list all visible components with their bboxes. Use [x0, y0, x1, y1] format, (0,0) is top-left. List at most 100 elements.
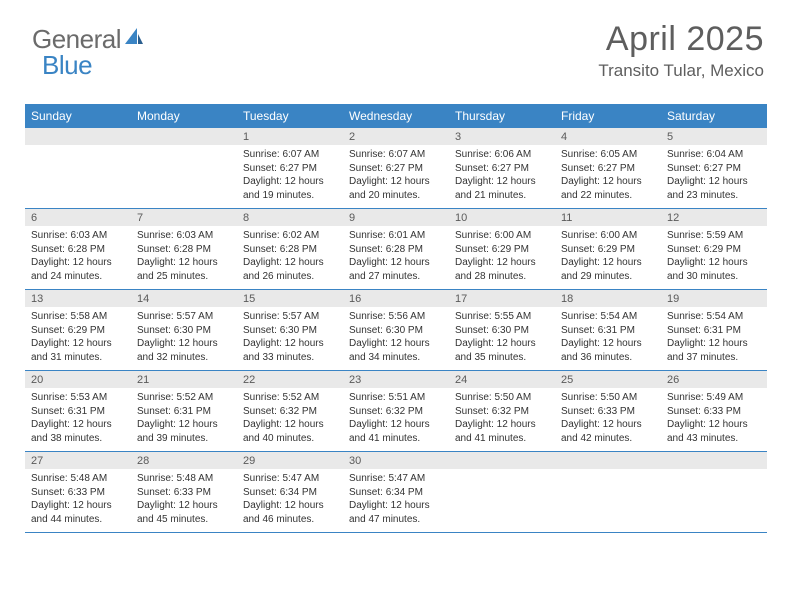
day-number: 29: [237, 452, 343, 469]
sunset-line: Sunset: 6:33 PM: [137, 486, 231, 500]
day-details: Sunrise: 5:48 AMSunset: 6:33 PMDaylight:…: [131, 469, 237, 532]
sunrise-line: Sunrise: 5:51 AM: [349, 391, 443, 405]
calendar-day-cell: 23 Sunrise: 5:51 AMSunset: 6:32 PMDayligh…: [343, 371, 449, 451]
sunset-line: Sunset: 6:28 PM: [137, 243, 231, 257]
sunrise-line: Sunrise: 6:01 AM: [349, 229, 443, 243]
daylight-line: Daylight: 12 hours and 37 minutes.: [667, 337, 761, 364]
calendar-body: 1Sunrise: 6:07 AMSunset: 6:27 PMDaylight…: [25, 128, 767, 533]
sunset-line: Sunset: 6:33 PM: [667, 405, 761, 419]
sunset-line: Sunset: 6:27 PM: [349, 162, 443, 176]
day-number: 28: [131, 452, 237, 469]
day-details: Sunrise: 5:54 AMSunset: 6:31 PMDaylight:…: [661, 307, 767, 370]
daylight-line: Daylight: 12 hours and 42 minutes.: [561, 418, 655, 445]
calendar-day-cell: 11Sunrise: 6:00 AMSunset: 6:29 PMDayligh…: [555, 209, 661, 289]
calendar-day-cell: 8Sunrise: 6:02 AMSunset: 6:28 PMDaylight…: [237, 209, 343, 289]
weekday-col: Sunday: [25, 104, 131, 128]
calendar-week-row: 13Sunrise: 5:58 AMSunset: 6:29 PMDayligh…: [25, 290, 767, 371]
sunset-line: Sunset: 6:32 PM: [243, 405, 337, 419]
day-number: 2: [343, 128, 449, 145]
daylight-line: Daylight: 12 hours and 40 minutes.: [243, 418, 337, 445]
sunset-line: Sunset: 6:33 PM: [31, 486, 125, 500]
day-details: Sunrise: 5:49 AMSunset: 6:33 PMDaylight:…: [661, 388, 767, 451]
day-number: 22: [237, 371, 343, 388]
day-number: 12: [661, 209, 767, 226]
sunrise-line: Sunrise: 5:48 AM: [137, 472, 231, 486]
calendar-day-cell: 24Sunrise: 5:50 AMSunset: 6:32 PMDayligh…: [449, 371, 555, 451]
sunrise-line: Sunrise: 6:05 AM: [561, 148, 655, 162]
sunrise-line: Sunrise: 5:53 AM: [31, 391, 125, 405]
sunrise-line: Sunrise: 6:03 AM: [137, 229, 231, 243]
calendar-day-cell: 3Sunrise: 6:06 AMSunset: 6:27 PMDaylight…: [449, 128, 555, 208]
daylight-line: Daylight: 12 hours and 38 minutes.: [31, 418, 125, 445]
sunrise-line: Sunrise: 5:59 AM: [667, 229, 761, 243]
calendar-day-cell: 19Sunrise: 5:54 AMSunset: 6:31 PMDayligh…: [661, 290, 767, 370]
day-details: [25, 145, 131, 195]
calendar-day-cell: [449, 452, 555, 532]
day-details: Sunrise: 5:59 AMSunset: 6:29 PMDaylight:…: [661, 226, 767, 289]
daylight-line: Daylight: 12 hours and 19 minutes.: [243, 175, 337, 202]
weekday-col: Tuesday: [237, 104, 343, 128]
calendar-day-cell: [661, 452, 767, 532]
weekday-col: Monday: [131, 104, 237, 128]
sunset-line: Sunset: 6:29 PM: [31, 324, 125, 338]
day-details: Sunrise: 6:03 AMSunset: 6:28 PMDaylight:…: [25, 226, 131, 289]
day-number: 13: [25, 290, 131, 307]
day-details: Sunrise: 5:52 AMSunset: 6:31 PMDaylight:…: [131, 388, 237, 451]
day-details: [131, 145, 237, 195]
calendar-day-cell: 9Sunrise: 6:01 AMSunset: 6:28 PMDaylight…: [343, 209, 449, 289]
day-number: [661, 452, 767, 469]
day-number: 8: [237, 209, 343, 226]
day-details: Sunrise: 6:05 AMSunset: 6:27 PMDaylight:…: [555, 145, 661, 208]
day-number: [25, 128, 131, 145]
sunset-line: Sunset: 6:34 PM: [243, 486, 337, 500]
calendar-week-row: 6Sunrise: 6:03 AMSunset: 6:28 PMDaylight…: [25, 209, 767, 290]
logo-sail-icon: [121, 24, 147, 55]
sunset-line: Sunset: 6:29 PM: [667, 243, 761, 257]
day-number: 26: [661, 371, 767, 388]
calendar-day-cell: 15Sunrise: 5:57 AMSunset: 6:30 PMDayligh…: [237, 290, 343, 370]
sunrise-line: Sunrise: 6:04 AM: [667, 148, 761, 162]
day-details: Sunrise: 5:54 AMSunset: 6:31 PMDaylight:…: [555, 307, 661, 370]
day-number: 1: [237, 128, 343, 145]
daylight-line: Daylight: 12 hours and 43 minutes.: [667, 418, 761, 445]
weekday-col: Wednesday: [343, 104, 449, 128]
sunset-line: Sunset: 6:32 PM: [349, 405, 443, 419]
calendar-day-cell: 7Sunrise: 6:03 AMSunset: 6:28 PMDaylight…: [131, 209, 237, 289]
calendar-day-cell: 1Sunrise: 6:07 AMSunset: 6:27 PMDaylight…: [237, 128, 343, 208]
day-details: Sunrise: 6:04 AMSunset: 6:27 PMDaylight:…: [661, 145, 767, 208]
day-details: Sunrise: 6:02 AMSunset: 6:28 PMDaylight:…: [237, 226, 343, 289]
sunset-line: Sunset: 6:33 PM: [561, 405, 655, 419]
day-number: [555, 452, 661, 469]
sunset-line: Sunset: 6:30 PM: [137, 324, 231, 338]
day-number: 25: [555, 371, 661, 388]
calendar-day-cell: 2Sunrise: 6:07 AMSunset: 6:27 PMDaylight…: [343, 128, 449, 208]
sunrise-line: Sunrise: 6:03 AM: [31, 229, 125, 243]
sunset-line: Sunset: 6:27 PM: [455, 162, 549, 176]
day-details: Sunrise: 5:50 AMSunset: 6:33 PMDaylight:…: [555, 388, 661, 451]
day-details: Sunrise: 5:47 AMSunset: 6:34 PMDaylight:…: [343, 469, 449, 532]
sunrise-line: Sunrise: 5:49 AM: [667, 391, 761, 405]
sunset-line: Sunset: 6:34 PM: [349, 486, 443, 500]
day-number: 23: [343, 371, 449, 388]
calendar-day-cell: 18Sunrise: 5:54 AMSunset: 6:31 PMDayligh…: [555, 290, 661, 370]
daylight-line: Daylight: 12 hours and 41 minutes.: [349, 418, 443, 445]
sunrise-line: Sunrise: 5:48 AM: [31, 472, 125, 486]
sunset-line: Sunset: 6:27 PM: [561, 162, 655, 176]
day-details: Sunrise: 6:07 AMSunset: 6:27 PMDaylight:…: [237, 145, 343, 208]
sunrise-line: Sunrise: 6:06 AM: [455, 148, 549, 162]
sunset-line: Sunset: 6:30 PM: [243, 324, 337, 338]
sunrise-line: Sunrise: 6:02 AM: [243, 229, 337, 243]
day-details: Sunrise: 6:01 AMSunset: 6:28 PMDaylight:…: [343, 226, 449, 289]
day-details: Sunrise: 5:48 AMSunset: 6:33 PMDaylight:…: [25, 469, 131, 532]
logo-text-b: Blue: [42, 50, 92, 81]
calendar: Sunday Monday Tuesday Wednesday Thursday…: [25, 104, 767, 533]
day-number: 6: [25, 209, 131, 226]
sunrise-line: Sunrise: 5:54 AM: [561, 310, 655, 324]
sunrise-line: Sunrise: 5:57 AM: [243, 310, 337, 324]
day-number: 7: [131, 209, 237, 226]
sunrise-line: Sunrise: 5:50 AM: [561, 391, 655, 405]
day-number: 18: [555, 290, 661, 307]
day-number: 16: [343, 290, 449, 307]
day-details: Sunrise: 5:55 AMSunset: 6:30 PMDaylight:…: [449, 307, 555, 370]
sunrise-line: Sunrise: 5:52 AM: [243, 391, 337, 405]
